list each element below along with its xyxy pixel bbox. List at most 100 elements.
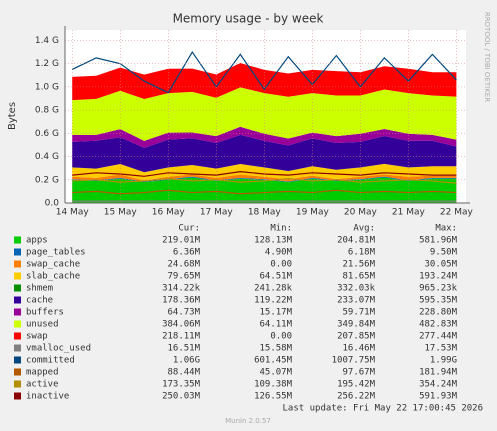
legend-stat: 256.22M [337,392,376,402]
x-tick-label: 18 May [248,208,282,218]
legend-stat: 1.06G [173,356,200,366]
legend-swatch [14,368,21,376]
legend-label: mapped [26,368,59,378]
legend-stat: 15.17M [259,308,292,318]
x-tick-label: 17 May [200,208,234,218]
legend-label: active [26,380,59,390]
legend-stat: 277.44M [419,332,458,342]
legend-stat: 79.65M [167,272,200,282]
legend-stat: 349.84M [337,320,376,330]
legend-stat: 119.22M [254,296,293,306]
line [71,50,457,94]
legend-stat: 17.53M [424,344,457,354]
legend-stat: 6.36M [173,248,201,258]
legend-swatch [14,320,21,328]
legend-header: Min: [270,224,292,234]
legend-label: inactive [26,392,69,402]
legend-swatch [14,296,21,304]
legend-stat: 601.45M [254,356,293,366]
legend-stat: 354.24M [419,380,458,390]
legend-swatch [14,332,21,340]
x-tick-label: 16 May [152,208,186,218]
legend-stat: 207.85M [337,332,376,342]
legend-label: unused [26,320,59,330]
legend-swatch [14,248,21,256]
legend-swatch [14,356,21,364]
legend-stat: 64.73M [167,308,200,318]
legend-swatch [14,284,21,292]
footer: Last update: Fri May 22 17:00:45 2026 [283,404,483,414]
legend-label: shmem [26,284,53,294]
legend-stat: 233.07M [337,296,376,306]
legend-swatch [14,308,21,316]
legend-stat: 591.93M [419,392,458,402]
legend-stat: 581.96M [419,236,458,246]
side-text: RRDTOOL / TOBI OETIKER [483,12,491,102]
y-tick-label: 0.6 G [35,129,59,139]
legend-label: committed [26,356,75,366]
legend-swatch [14,344,21,352]
legend-stat: 21.56M [342,260,375,270]
legend-stat: 482.83M [419,320,458,330]
legend-stat: 384.06M [162,320,201,330]
legend-stat: 59.71M [342,308,375,318]
legend-stat: 595.35M [419,296,458,306]
y-tick-label: 1.4 G [35,36,59,46]
legend-label: swap_cache [26,260,80,270]
legend-label: buffers [26,308,64,318]
legend-swatch [14,260,21,268]
legend-stat: 241.28k [254,284,293,294]
legend-stat: 173.35M [162,380,201,390]
legend-stat: 219.01M [162,236,201,246]
legend-stat: 181.94M [419,368,458,378]
legend-stat: 314.22k [162,284,201,294]
x-tick-label: 14 May [56,208,90,218]
legend-swatch [14,236,21,244]
y-tick-label: 0.8 G [35,106,59,116]
legend-label: apps [26,236,48,246]
y-tick-label: 1.2 G [35,59,59,69]
version: Munin 2.0.57 [225,417,271,425]
legend-stat: 0.00 [270,332,292,342]
legend-stat: 64.51M [259,272,292,282]
legend-stat: 1.99G [430,356,457,366]
legend-stat: 218.11M [162,332,201,342]
line [72,171,457,177]
legend-stat: 128.13M [254,236,293,246]
legend-stat: 0.00 [270,260,292,270]
legend-stat: 195.42M [337,380,376,390]
legend-stat: 30.05M [424,260,457,270]
x-tick-label: 15 May [104,208,138,218]
legend-label: cache [26,296,53,306]
y-tick-label: 0.4 G [35,152,59,162]
legend-stat: 178.36M [162,296,201,306]
legend-label: swap [26,332,48,342]
legend-header: Avg: [353,224,375,234]
legend-label: vmalloc_used [26,344,91,354]
x-tick-label: 19 May [296,208,330,218]
chart-title: Memory usage - by week [173,12,324,26]
legend-swatch [14,392,21,400]
legend-stat: 6.18M [348,248,376,258]
legend-stat: 45.07M [259,368,292,378]
y-tick-label: 0.0 [45,199,60,209]
legend-stat: 24.68M [167,260,200,270]
y-tick-label: 1.0 G [35,82,59,92]
area [72,163,457,181]
legend-stat: 81.65M [342,272,375,282]
area [72,176,457,183]
legend-stat: 4.90M [265,248,293,258]
legend-stat: 250.03M [162,392,201,402]
y-tick-label: 0.2 G [35,175,59,185]
x-tick-label: 20 May [344,208,378,218]
legend-header: Max: [435,224,457,234]
legend-stat: 332.03k [337,284,376,294]
legend-stat: 965.23k [419,284,458,294]
legend-stat: 88.44M [167,368,200,378]
legend-stat: 193.24M [419,272,458,282]
legend-stat: 15.58M [259,344,292,354]
legend-stat: 109.38M [254,380,293,390]
legend-stat: 9.50M [430,248,458,258]
legend-label: page_tables [26,248,86,258]
legend-swatch [14,380,21,388]
